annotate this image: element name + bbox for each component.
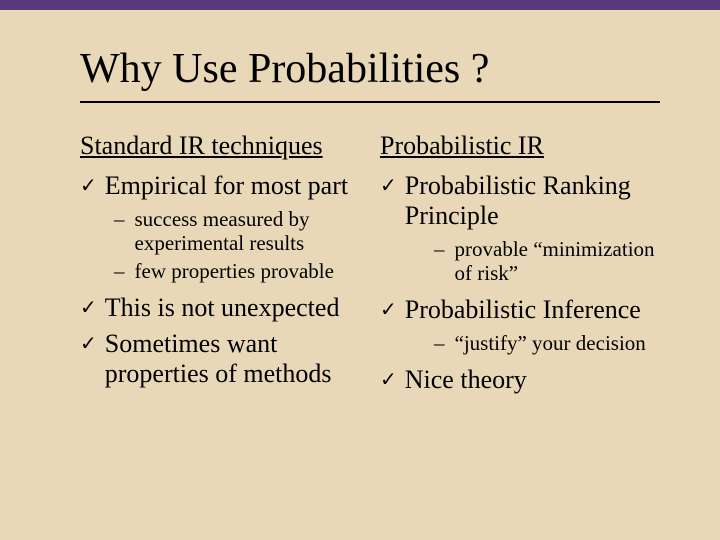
accent-bar	[0, 0, 720, 10]
left-column: Standard IR techniques ✓ Empirical for m…	[80, 131, 360, 401]
bullet-text: provable “minimization of risk”	[455, 237, 661, 285]
bullet-text: Nice theory	[405, 365, 527, 395]
check-icon: ✓	[80, 333, 97, 356]
dash-icon: –	[114, 207, 125, 231]
bullet-text: few properties provable	[135, 259, 334, 283]
bullet-text: success measured by experimental results	[135, 207, 361, 255]
slide-title: Why Use Probabilities ?	[80, 45, 660, 93]
bullet-text: Probabilistic Ranking Principle	[405, 171, 660, 231]
slide-body: Why Use Probabilities ? Standard IR tech…	[0, 10, 720, 431]
columns: Standard IR techniques ✓ Empirical for m…	[80, 131, 660, 401]
right-bullet-2: ✓ Probabilistic Inference	[380, 295, 660, 325]
left-bullet-2: ✓ This is not unexpected	[80, 293, 360, 323]
check-icon: ✓	[380, 299, 397, 322]
bullet-text: “justify” your decision	[455, 331, 646, 355]
check-icon: ✓	[380, 369, 397, 392]
check-icon: ✓	[80, 175, 97, 198]
title-rule	[80, 101, 660, 103]
right-bullet-1: ✓ Probabilistic Ranking Principle	[380, 171, 660, 231]
check-icon: ✓	[380, 175, 397, 198]
left-bullet-3: ✓ Sometimes want properties of methods	[80, 329, 360, 389]
bullet-text: Probabilistic Inference	[405, 295, 641, 325]
left-bullet-1: ✓ Empirical for most part	[80, 171, 360, 201]
bullet-text: This is not unexpected	[105, 293, 340, 323]
dash-icon: –	[434, 237, 445, 261]
dash-icon: –	[434, 331, 445, 355]
bullet-text: Sometimes want properties of methods	[105, 329, 360, 389]
right-heading: Probabilistic IR	[380, 131, 660, 161]
left-sub-2: – few properties provable	[80, 259, 360, 283]
right-sub-2: – “justify” your decision	[380, 331, 660, 355]
right-bullet-3: ✓ Nice theory	[380, 365, 660, 395]
right-sub-1: – provable “minimization of risk”	[380, 237, 660, 285]
right-column: Probabilistic IR ✓ Probabilistic Ranking…	[380, 131, 660, 401]
dash-icon: –	[114, 259, 125, 283]
left-sub-1: – success measured by experimental resul…	[80, 207, 360, 255]
left-heading: Standard IR techniques	[80, 131, 360, 161]
bullet-text: Empirical for most part	[105, 171, 348, 201]
check-icon: ✓	[80, 297, 97, 320]
